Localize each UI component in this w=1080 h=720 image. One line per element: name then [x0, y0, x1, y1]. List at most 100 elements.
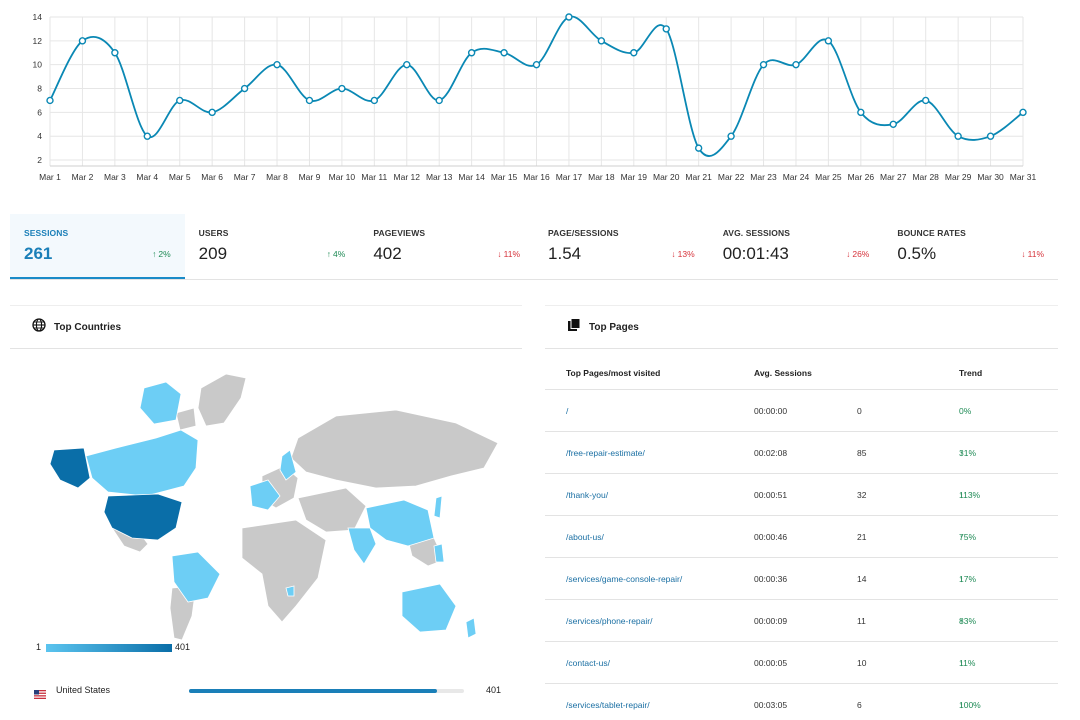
data-point [176, 96, 184, 105]
trend-value: 31% [959, 447, 977, 458]
arrow-up-icon: ↑ [326, 249, 332, 259]
arrow-up-icon: ↑ [959, 657, 964, 668]
top-pages-table: Top Pages/most visited Avg. Sessions Tre… [545, 356, 1058, 720]
metric-tab-page-sessions[interactable]: PAGE/SESSIONS 1.54 ↓ 13% [534, 214, 709, 279]
x-tick-label: Mar 9 [299, 172, 321, 182]
trend-cell: ↑ 31% [959, 448, 976, 458]
x-tick-label: Mar 13 [426, 172, 453, 182]
page-link[interactable]: /about-us/ [566, 531, 604, 542]
data-point [727, 132, 735, 140]
y-tick-label: 6 [37, 107, 42, 117]
arrow-up-icon: ↑ [959, 573, 964, 584]
sessions-line-chart: 2 4 6 8 10 12 14 Mar 1 Mar 2 Mar 3 Mar 4 Mar 5 Mar 6… [0, 0, 1080, 190]
trend-cell: 0% [959, 406, 971, 416]
pages-icon [567, 317, 581, 337]
map-color-scale: 1 401 [36, 642, 196, 654]
data-point [565, 13, 573, 21]
trend-value: 100% [959, 699, 981, 710]
x-tick-label: Mar 26 [848, 172, 875, 182]
page-link[interactable]: /services/phone-repair/ [566, 615, 653, 626]
header-trend: Trend [959, 367, 983, 378]
top-countries-header: Top Countries [10, 305, 522, 349]
top-pages-title: Top Pages [589, 321, 639, 333]
metric-tab-bounce-rates[interactable]: BOUNCE RATES 0.5% ↓ 11% [883, 214, 1058, 279]
arrow-up-icon: ↑ [152, 249, 157, 259]
data-point [370, 96, 379, 105]
x-tick-label: Mar 23 [750, 172, 777, 182]
metric-change: ↑ 4% [327, 249, 346, 259]
x-tick-label: Mar 6 [201, 172, 223, 182]
metric-tab-avg-sessions[interactable]: AVG. SESSIONS 00:01:43 ↓ 26% [709, 214, 884, 279]
x-tick-label: Mar 15 [491, 172, 518, 182]
data-point [143, 132, 152, 140]
trend-value: 11% [959, 657, 976, 668]
avg-sessions-cell: 00:00:00 [754, 405, 788, 416]
data-point [986, 132, 995, 140]
x-tick-label: Mar 30 [977, 172, 1004, 182]
x-tick-label: Mar 17 [556, 172, 583, 182]
trend-cell: ↑ 83% [959, 616, 976, 626]
page-link[interactable]: /free-repair-estimate/ [566, 447, 645, 458]
data-point [662, 25, 670, 33]
avg-sessions-cell: 00:00:46 [754, 531, 788, 542]
metric-value: 1.54 [548, 244, 582, 263]
metric-change: ↓ 11% [497, 249, 520, 259]
page-link[interactable]: /services/game-console-repair/ [566, 573, 683, 584]
x-tick-label: Mar 3 [104, 172, 126, 182]
metric-change-value: 26% [852, 249, 870, 259]
table-row: /services/game-console-repair/00:00:36 14… [545, 558, 1058, 600]
x-tick-label: Mar 18 [588, 172, 615, 182]
trend-value: 17% [959, 573, 977, 584]
x-tick-label: Mar 20 [653, 172, 680, 182]
data-point [1019, 108, 1027, 117]
data-point [889, 120, 897, 128]
y-tick-label: 14 [33, 12, 43, 22]
arrow-up-icon: ↑ [959, 699, 964, 710]
x-tick-label: Mar 28 [912, 172, 939, 182]
sessions-series-line [49, 15, 1024, 157]
arrow-down-icon: ↓ [846, 249, 851, 259]
avg-sessions-cell: 00:00:09 [754, 615, 788, 626]
data-point [630, 49, 638, 57]
world-map[interactable] [36, 368, 502, 650]
country-share-fill [189, 689, 437, 693]
x-tick-label: Mar 7 [234, 172, 256, 182]
x-tick-label: Mar 11 [361, 172, 387, 182]
x-tick-label: Mar 21 [685, 172, 712, 182]
avg-sessions-cell: 00:00:51 [754, 489, 788, 500]
metric-change-value: 11% [1027, 249, 1045, 259]
count-cell: 10 [857, 657, 867, 668]
country-row[interactable]: United States 401 [30, 683, 510, 699]
metric-tab-sessions[interactable]: SESSIONS 261 ↑ 2% [10, 214, 185, 279]
avg-sessions-cell: 00:03:05 [754, 699, 788, 710]
data-point [922, 96, 930, 105]
scale-max: 401 [175, 642, 191, 652]
y-tick-label: 10 [33, 60, 43, 70]
page-link[interactable]: /thank-you/ [566, 489, 609, 500]
avg-sessions-cell: 00:02:08 [754, 447, 788, 458]
y-tick-label: 12 [33, 36, 43, 46]
page-link[interactable]: /contact-us/ [566, 657, 610, 668]
count-cell: 85 [857, 447, 867, 458]
data-point [338, 84, 346, 93]
scale-min: 1 [36, 642, 42, 652]
metric-value: 209 [198, 244, 228, 263]
page-link[interactable]: / [566, 405, 569, 416]
header-page: Top Pages/most visited [566, 367, 661, 378]
arrow-down-icon: ↓ [497, 249, 502, 259]
metric-label: PAGE/SESSIONS [548, 228, 619, 238]
table-header: Top Pages/most visited Avg. Sessions Tre… [545, 356, 1058, 390]
data-point [597, 37, 606, 45]
data-point [305, 96, 314, 105]
x-tick-label: Mar 16 [523, 172, 550, 182]
data-point [694, 144, 703, 152]
data-point [111, 49, 119, 57]
metric-change: ↓ 11% [1021, 249, 1044, 259]
metric-tab-users[interactable]: USERS 209 ↑ 4% [185, 214, 360, 279]
trend-value: 0% [959, 405, 972, 416]
data-point [857, 108, 865, 117]
trend-cell: ↑ 11% [959, 658, 975, 668]
page-link[interactable]: /services/tablet-repair/ [566, 699, 650, 710]
metric-tab-pageviews[interactable]: PAGEVIEWS 402 ↓ 11% [359, 214, 534, 279]
top-countries-title: Top Countries [54, 321, 122, 333]
